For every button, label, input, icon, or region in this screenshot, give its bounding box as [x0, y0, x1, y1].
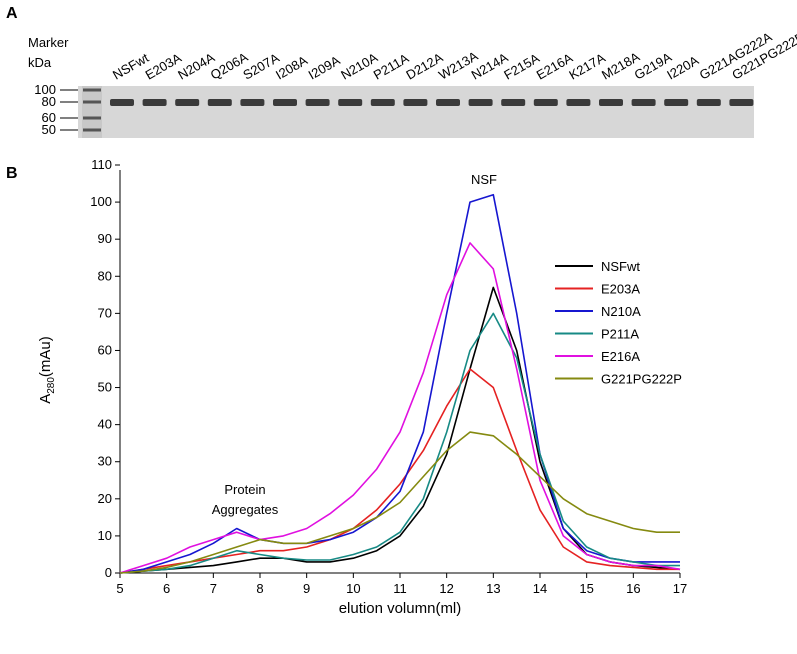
legend-label: N210A: [601, 304, 641, 319]
lane-label: N204A: [175, 50, 217, 83]
protein-band: [566, 99, 591, 106]
y-tick-label: 40: [98, 417, 112, 432]
marker-band: [83, 88, 101, 92]
protein-band: [664, 99, 689, 106]
protein-band: [273, 99, 297, 106]
y-tick-label: 90: [98, 231, 112, 246]
legend-label: NSFwt: [601, 259, 640, 274]
y-label-unit: (mAu): [37, 336, 54, 377]
protein-band: [533, 99, 558, 106]
series-line: [119, 193, 680, 574]
y-tick-label: 80: [98, 268, 112, 283]
y-tick-label: 10: [98, 528, 112, 543]
marker-size: 60: [42, 110, 56, 125]
marker-size: 100: [34, 82, 56, 97]
x-tick-label: 6: [163, 581, 170, 596]
x-tick-label: 16: [626, 581, 640, 596]
marker-title: Marker: [28, 35, 69, 50]
x-tick-label: 13: [486, 581, 500, 596]
marker-lane: [82, 86, 102, 138]
legend-label: P211A: [601, 327, 639, 342]
protein-band: [696, 99, 721, 106]
protein-band: [207, 99, 232, 106]
lane-label: P211A: [371, 50, 412, 82]
protein-band: [468, 99, 493, 106]
x-tick-label: 10: [346, 581, 360, 596]
protein-band: [240, 99, 265, 106]
protein-band: [729, 99, 754, 106]
series-line: [119, 431, 680, 574]
marker-band: [83, 128, 101, 132]
legend-label: E216A: [601, 349, 640, 364]
y-tick-label: 0: [105, 565, 112, 580]
lane-label: D212A: [403, 50, 445, 83]
lane-label: I209A: [306, 52, 343, 82]
lane-label: N210A: [338, 50, 380, 83]
y-label-base: A: [37, 394, 54, 404]
series-line: [119, 242, 681, 574]
marker-band: [83, 100, 101, 104]
annotation: Aggregates: [212, 502, 279, 517]
lane-label: I208A: [273, 52, 310, 82]
protein-band: [501, 99, 526, 106]
marker-band: [83, 116, 101, 120]
lane-label: K217A: [566, 50, 608, 83]
protein-band: [370, 99, 395, 106]
protein-band: [110, 99, 134, 106]
x-tick-label: 8: [256, 581, 263, 596]
marker-unit: kDa: [28, 55, 52, 70]
lane-label: F215A: [501, 50, 542, 82]
protein-band: [305, 99, 330, 106]
protein-band: [403, 99, 428, 106]
y-tick-label: 70: [98, 305, 112, 320]
lane-label: E216A: [534, 50, 576, 83]
x-tick-label: 5: [116, 581, 123, 596]
gel: [78, 86, 754, 138]
x-tick-label: 12: [439, 581, 453, 596]
y-axis-label: A280(mAu): [37, 336, 57, 404]
marker-size: 80: [42, 94, 56, 109]
legend-label: G221PG222P: [601, 372, 682, 387]
y-label-sub: 280: [46, 377, 57, 394]
protein-band: [599, 99, 623, 106]
panel-label: B: [6, 165, 18, 182]
legend-label: E203A: [601, 282, 640, 297]
annotation: NSF: [471, 172, 497, 187]
y-tick-label: 100: [90, 194, 112, 209]
lane-label: NSFwt: [110, 50, 152, 83]
y-tick-label: 30: [98, 454, 112, 469]
x-tick-label: 15: [579, 581, 593, 596]
y-tick-label: 20: [98, 491, 112, 506]
panel-label: A: [6, 5, 18, 22]
protein-band: [142, 99, 167, 106]
lane-label: E203A: [143, 50, 185, 83]
protein-band: [338, 99, 363, 106]
x-tick-label: 9: [303, 581, 310, 596]
protein-band: [631, 99, 656, 106]
series-line: [119, 312, 680, 574]
marker-size: 50: [42, 122, 56, 137]
lane-label: S207A: [240, 50, 282, 83]
annotation: Protein: [224, 482, 265, 497]
y-tick-label: 60: [98, 342, 112, 357]
y-tick-label: 50: [98, 380, 112, 395]
y-tick-label: 110: [91, 157, 112, 172]
x-tick-label: 11: [393, 581, 407, 596]
protein-band: [175, 99, 200, 106]
x-axis-label: elution volumn(ml): [339, 600, 462, 617]
x-tick-label: 17: [673, 581, 687, 596]
protein-band: [436, 99, 460, 106]
x-tick-label: 14: [533, 581, 547, 596]
x-tick-label: 7: [210, 581, 217, 596]
